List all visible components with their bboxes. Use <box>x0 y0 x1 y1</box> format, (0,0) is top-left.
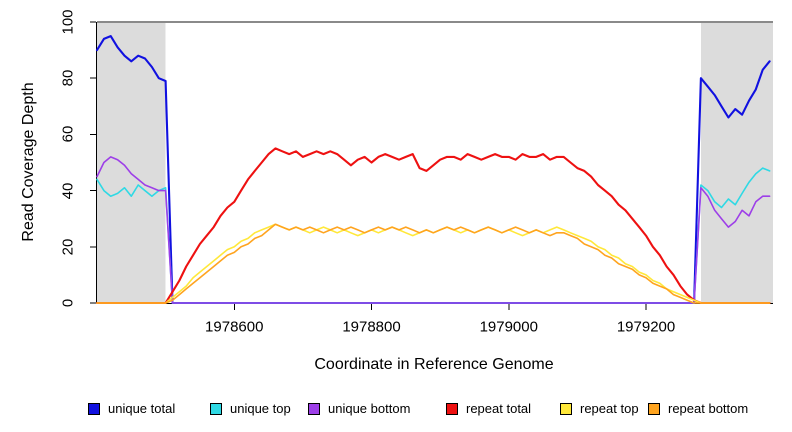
y-tick-label: 60 <box>59 126 77 143</box>
x-tick-label: 1978600 <box>205 318 264 336</box>
y-tick-label: 100 <box>59 9 77 35</box>
legend-label: repeat total <box>466 401 532 416</box>
series-line-repeat-total <box>95 147 771 305</box>
legend-label: repeat top <box>580 401 639 416</box>
series-line-repeat-bottom <box>96 223 771 304</box>
y-tick-label: 40 <box>59 182 77 199</box>
legend-item-unique-top: unique top <box>210 401 291 416</box>
legend-item-unique-bottom: unique bottom <box>308 401 410 416</box>
series-line-unique-total <box>95 35 771 305</box>
legend-label: repeat bottom <box>668 401 749 416</box>
legend-item-repeat-total: repeat total <box>446 401 531 416</box>
legend-swatch-icon <box>446 402 458 415</box>
x-tick-label: 1979000 <box>479 318 538 336</box>
legend-swatch-icon <box>648 402 660 415</box>
legend-swatch-icon <box>210 402 222 415</box>
x-tick-label: 1979200 <box>616 318 676 336</box>
x-tick-label: 1978800 <box>342 318 401 336</box>
y-tick-label: 0 <box>59 298 77 308</box>
legend-swatch-icon <box>88 402 100 415</box>
x-axis-title: Coordinate in Reference Genome <box>314 356 554 373</box>
series-line-unique-top <box>96 167 771 304</box>
legend-swatch-icon <box>308 402 320 415</box>
legend-label: unique bottom <box>328 401 411 416</box>
y-axis-title: Read Coverage Depth <box>20 82 37 242</box>
legend-swatch-icon <box>560 402 572 415</box>
legend-item-repeat-top: repeat top <box>560 401 639 416</box>
legend-label: unique total <box>108 401 176 416</box>
shaded-region <box>97 22 166 303</box>
legend-label: unique top <box>230 401 291 416</box>
shaded-region <box>700 22 773 303</box>
legend-item-repeat-bottom: repeat bottom <box>648 401 748 416</box>
y-tick-label: 80 <box>59 69 77 87</box>
y-tick-label: 20 <box>59 238 77 256</box>
legend-item-unique-total: unique total <box>88 401 175 416</box>
series-line-unique-bottom <box>96 156 771 304</box>
